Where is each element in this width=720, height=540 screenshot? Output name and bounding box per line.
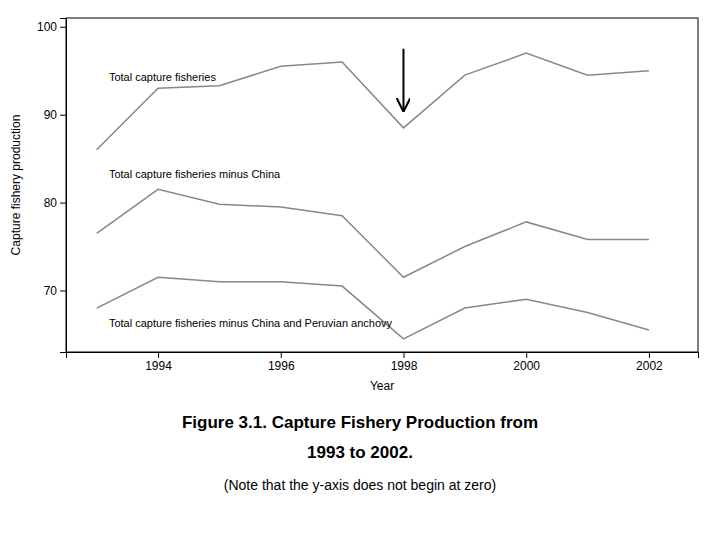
x-tick-mark (403, 352, 404, 358)
arrow (402, 49, 404, 111)
x-tick-mark (649, 352, 650, 358)
x-tick-label: 1994 (145, 359, 172, 373)
x-tick: 1998 (391, 352, 418, 373)
y-tick: 70 (44, 284, 66, 298)
chart: 1994 1996 1998 2000 2002 70 80 90 100 Year Capture… (0, 0, 720, 540)
line-label: Total capture fisheries (109, 71, 216, 83)
y-tick-label: 80 (44, 196, 58, 210)
x-tick-label: 1996 (268, 359, 295, 373)
y-axis-title: Capture fishery production (9, 115, 23, 256)
x-tick-label: 2000 (513, 359, 540, 373)
x-tick-mark (526, 352, 527, 358)
line-label: Total capture fisheries minus China (109, 168, 281, 180)
y-tick-mark (60, 115, 66, 116)
plot-area (97, 53, 649, 339)
y-tick-mark (60, 27, 66, 28)
x-tick: 1994 (145, 352, 172, 373)
title: Figure 3.1. Capture Fishery Production f… (182, 413, 538, 432)
y-axis-line (60, 19, 67, 353)
y-tick: 80 (44, 196, 66, 210)
y-tick-label: 70 (44, 284, 58, 298)
y-tick-mark (60, 203, 66, 204)
x-tick-mark (281, 352, 282, 358)
x-axis-line (67, 353, 699, 359)
y-tick-mark (60, 290, 66, 291)
x-tick: 2000 (513, 352, 540, 373)
x-tick-label: 2002 (636, 359, 663, 373)
x-tick: 1996 (268, 352, 295, 373)
subtitle: (Note that the y-axis does not begin at … (224, 477, 496, 493)
x-tick: 2002 (636, 352, 663, 373)
series-line (97, 53, 649, 150)
annotations: Total capture fisheries Total capture fis… (109, 49, 404, 329)
y-tick-label: 90 (44, 108, 58, 122)
y-axis: 70 80 90 100 (37, 19, 67, 353)
y-tick-label: 100 (37, 20, 57, 34)
title: 1993 to 2002. (307, 443, 413, 462)
x-axis-title: Year (370, 379, 394, 393)
caption: Figure 3.1. Capture Fishery Production f… (182, 413, 538, 493)
x-axis: 1994 1996 1998 2000 2002 (67, 352, 699, 373)
y-tick: 100 (37, 20, 66, 34)
y-tick: 90 (44, 108, 66, 122)
series-line (97, 277, 649, 339)
x-tick-label: 1998 (391, 359, 418, 373)
plot-frame (66, 18, 698, 352)
line-label: Total capture fisheries minus China and … (109, 317, 393, 329)
series-line (97, 189, 649, 277)
x-tick-mark (158, 352, 159, 358)
